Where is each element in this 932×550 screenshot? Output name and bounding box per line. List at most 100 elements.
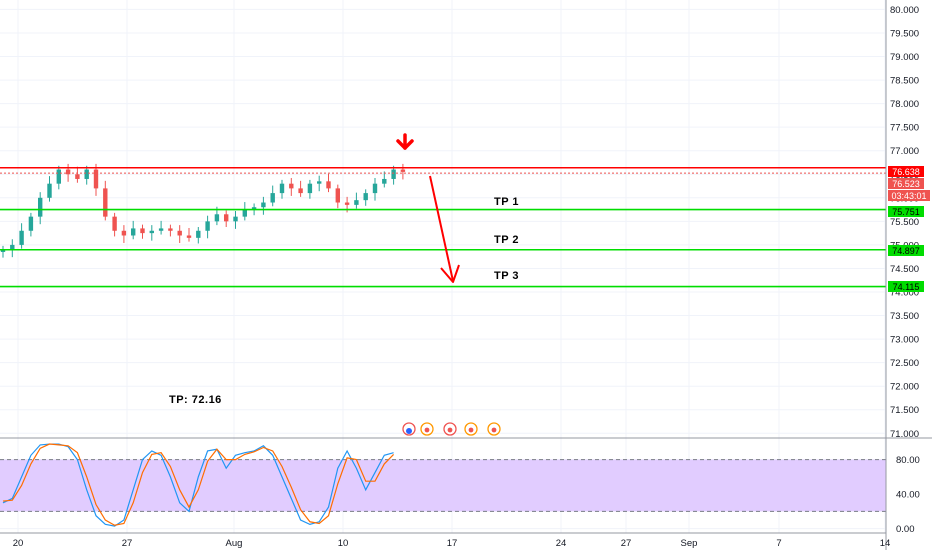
event-dot-icon bbox=[447, 427, 453, 433]
candle-body bbox=[131, 228, 136, 236]
candle-body bbox=[168, 228, 173, 231]
stoch-band bbox=[0, 459, 886, 512]
candle-body bbox=[75, 174, 80, 179]
price-tick-label: 71.500 bbox=[890, 405, 919, 416]
time-tick-label: 20 bbox=[13, 538, 24, 549]
candle-body bbox=[298, 188, 303, 194]
osc-tick-label: 0.00 bbox=[896, 524, 915, 535]
candle-body bbox=[382, 178, 387, 184]
candle-body bbox=[112, 216, 117, 231]
svg-text:74.897: 74.897 bbox=[892, 246, 920, 256]
flag-dot-icon bbox=[406, 428, 412, 434]
candle-body bbox=[224, 214, 229, 222]
time-tick-label: Sep bbox=[681, 538, 698, 549]
tp-note[interactable]: TP: 72.16 bbox=[169, 394, 222, 406]
candle-body bbox=[177, 230, 182, 236]
svg-text:75.751: 75.751 bbox=[892, 207, 920, 217]
candle-body bbox=[186, 235, 192, 238]
time-tick-label: 14 bbox=[880, 538, 891, 549]
time-axis[interactable]: 20 27 Aug 10 17 24 27 Sep 7 14 bbox=[13, 538, 891, 549]
price-tag-tp2: 74.897 bbox=[888, 245, 924, 256]
price-tick-label: 74.500 bbox=[890, 264, 919, 275]
candle-body bbox=[205, 221, 210, 231]
candle-body bbox=[354, 200, 359, 205]
price-tick-label: 75.500 bbox=[890, 217, 919, 228]
price-tick-label: 77.000 bbox=[890, 146, 919, 157]
stoch-d-line bbox=[2, 443, 395, 526]
price-tick-label: 78.000 bbox=[890, 99, 919, 110]
candle-body bbox=[242, 209, 247, 217]
time-tick-label: 27 bbox=[122, 538, 133, 549]
event-dot-icon bbox=[491, 427, 497, 433]
candle-body bbox=[214, 214, 220, 222]
candle-body bbox=[335, 188, 340, 203]
candle-body bbox=[158, 228, 164, 231]
candle-body bbox=[196, 230, 201, 238]
candle-body bbox=[84, 169, 89, 179]
price-tick-label: 79.500 bbox=[890, 28, 919, 39]
candle-body bbox=[289, 183, 294, 189]
candle-body bbox=[10, 244, 15, 250]
candle-body bbox=[279, 183, 285, 194]
price-tick-label: 73.000 bbox=[890, 335, 919, 346]
time-tick-label: Aug bbox=[226, 538, 243, 549]
svg-text:74.115: 74.115 bbox=[893, 282, 920, 292]
candle-body bbox=[372, 183, 378, 194]
time-tick-label: 24 bbox=[556, 538, 567, 549]
price-tag-last: 76.523 bbox=[888, 178, 924, 189]
candle-body bbox=[56, 169, 61, 184]
projection-arrowhead-icon bbox=[440, 264, 460, 283]
candle-body bbox=[28, 216, 34, 231]
candle-body bbox=[251, 207, 257, 210]
candle-body bbox=[344, 202, 350, 205]
candle-body bbox=[307, 183, 313, 194]
stochastic-pane bbox=[0, 443, 886, 527]
candle-body bbox=[363, 193, 368, 201]
candles bbox=[0, 163, 406, 258]
candle-body bbox=[326, 181, 331, 189]
candle-body bbox=[149, 230, 154, 234]
event-dot-icon bbox=[424, 427, 430, 433]
candle-body bbox=[140, 228, 145, 234]
price-tick-label: 78.500 bbox=[890, 76, 919, 87]
tp3-label[interactable]: TP 3 bbox=[494, 270, 519, 282]
candle-body bbox=[317, 181, 322, 184]
time-tick-label: 27 bbox=[621, 538, 632, 549]
price-tick-label: 72.500 bbox=[890, 358, 919, 369]
osc-tick-label: 80.00 bbox=[896, 455, 920, 466]
price-axis[interactable]: 80.000 79.500 79.000 78.500 78.000 77.500 77.0… bbox=[890, 5, 920, 535]
candle-body bbox=[38, 197, 43, 217]
price-tag-countdown: 03:43:01 bbox=[888, 190, 930, 201]
candle-body bbox=[391, 169, 396, 179]
price-tick-label: 71.000 bbox=[890, 429, 919, 440]
candle-body bbox=[400, 169, 406, 172]
projection-arrow-line[interactable] bbox=[429, 175, 454, 282]
time-tick-label: 17 bbox=[447, 538, 458, 549]
price-tag-tp3: 74.115 bbox=[888, 281, 924, 292]
candle-body bbox=[47, 183, 52, 198]
tp1-label[interactable]: TP 1 bbox=[494, 196, 519, 208]
price-tick-label: 73.500 bbox=[890, 311, 919, 322]
price-tick-label: 77.500 bbox=[890, 123, 919, 134]
price-tag-resistance: 76.638 bbox=[888, 166, 924, 177]
candle-body bbox=[270, 193, 275, 203]
svg-text:03:43:01: 03:43:01 bbox=[891, 191, 926, 201]
candle-body bbox=[0, 249, 6, 252]
price-tick-label: 72.000 bbox=[890, 382, 919, 393]
candle-body bbox=[93, 169, 99, 189]
candle-body bbox=[121, 230, 127, 236]
candle-body bbox=[103, 188, 108, 217]
tp2-label[interactable]: TP 2 bbox=[494, 234, 519, 246]
event-icons[interactable] bbox=[402, 422, 501, 436]
candle-body bbox=[65, 169, 71, 175]
candle-body bbox=[261, 202, 266, 208]
osc-tick-label: 40.00 bbox=[896, 490, 920, 501]
price-tag-tp1: 75.751 bbox=[888, 206, 924, 217]
stoch-k-line bbox=[2, 443, 394, 527]
time-tick-label: 10 bbox=[338, 538, 349, 549]
event-dot-icon bbox=[468, 427, 474, 433]
svg-text:76.638: 76.638 bbox=[892, 167, 920, 177]
candle-body bbox=[19, 230, 24, 245]
price-tick-label: 74.000 bbox=[890, 288, 919, 299]
